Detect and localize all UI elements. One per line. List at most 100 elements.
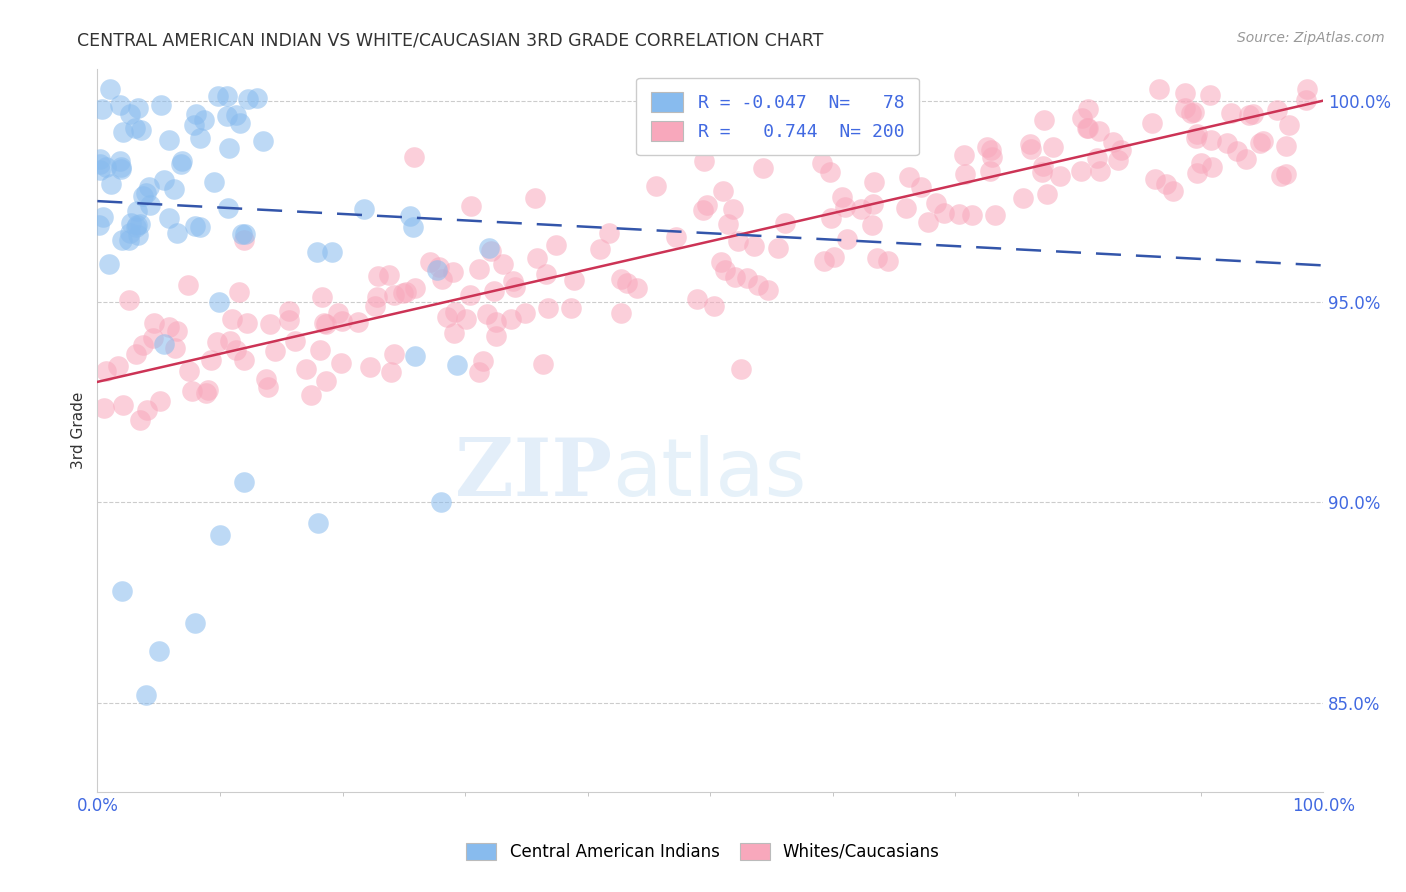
Point — [111, 234, 134, 248]
Point — [714, 263, 737, 277]
Text: ZIP: ZIP — [456, 434, 612, 513]
Point — [346, 314, 368, 328]
Point — [626, 281, 648, 295]
Point — [172, 154, 194, 169]
Point — [1088, 124, 1111, 138]
Point — [775, 216, 797, 230]
Point — [307, 245, 329, 260]
Legend: Central American Indians, Whites/Caucasians: Central American Indians, Whites/Caucasi… — [460, 836, 946, 868]
Legend: R = -0.047  N=   78, R =   0.744  N= 200: R = -0.047 N= 78, R = 0.744 N= 200 — [637, 78, 920, 155]
Point — [1198, 87, 1220, 102]
Point — [218, 334, 240, 349]
Point — [311, 290, 333, 304]
Point — [395, 285, 418, 300]
Point — [236, 91, 259, 105]
Point — [456, 312, 478, 326]
Point — [1107, 153, 1129, 167]
Point — [118, 107, 141, 121]
Point — [834, 200, 856, 214]
Point — [367, 268, 389, 283]
Point — [177, 278, 200, 293]
Point — [183, 219, 205, 234]
Point — [837, 232, 859, 246]
Point — [1180, 106, 1202, 120]
Point — [295, 362, 318, 376]
Point — [831, 190, 853, 204]
Point — [91, 102, 114, 116]
Point — [205, 334, 228, 349]
Point — [693, 154, 716, 169]
Point — [505, 280, 527, 294]
Point — [157, 320, 180, 334]
Point — [228, 285, 250, 299]
Point — [515, 306, 537, 320]
Point — [751, 161, 773, 175]
Point — [1147, 81, 1170, 95]
Point — [492, 257, 515, 271]
Point — [315, 317, 337, 331]
Point — [862, 175, 884, 189]
Point — [475, 307, 498, 321]
Point — [229, 116, 252, 130]
Point — [200, 352, 222, 367]
Point — [1201, 160, 1223, 174]
Point — [309, 343, 332, 358]
Point — [1036, 186, 1059, 201]
Point — [254, 372, 277, 386]
Point — [118, 233, 141, 247]
Point — [100, 177, 122, 191]
Point — [149, 393, 172, 408]
Point — [264, 344, 287, 359]
Point — [221, 311, 243, 326]
Point — [94, 160, 117, 174]
Point — [766, 241, 789, 255]
Point — [1070, 164, 1092, 178]
Point — [128, 413, 150, 427]
Point — [1237, 108, 1260, 122]
Point — [1234, 152, 1257, 166]
Point — [952, 147, 974, 161]
Point — [89, 162, 111, 177]
Point — [560, 301, 582, 315]
Point — [184, 615, 207, 630]
Y-axis label: 3rd Grade: 3rd Grade — [72, 392, 86, 469]
Point — [430, 272, 453, 286]
Point — [1219, 105, 1241, 120]
Point — [202, 175, 225, 189]
Point — [127, 204, 149, 219]
Point — [948, 206, 970, 220]
Point — [153, 173, 176, 187]
Point — [225, 343, 247, 358]
Point — [980, 143, 1002, 157]
Point — [960, 208, 983, 222]
Point — [983, 208, 1005, 222]
Point — [98, 257, 121, 271]
Point — [589, 243, 612, 257]
Point — [326, 306, 349, 320]
Point — [727, 235, 749, 249]
Point — [810, 155, 832, 169]
Point — [446, 358, 468, 372]
Point — [353, 202, 375, 216]
Point — [98, 81, 121, 95]
Point — [193, 113, 215, 128]
Point — [142, 331, 165, 345]
Point — [1042, 140, 1064, 154]
Point — [1174, 86, 1197, 100]
Point — [112, 125, 135, 139]
Point — [233, 233, 256, 247]
Point — [1185, 166, 1208, 180]
Point — [89, 156, 111, 170]
Point — [426, 262, 449, 277]
Point — [162, 182, 184, 196]
Point — [1031, 165, 1053, 179]
Point — [257, 380, 280, 394]
Point — [610, 306, 633, 320]
Point — [404, 349, 426, 363]
Point — [1033, 112, 1056, 127]
Point — [1226, 144, 1249, 158]
Point — [380, 365, 402, 379]
Point — [1019, 142, 1042, 156]
Point — [610, 271, 633, 285]
Point — [896, 201, 918, 215]
